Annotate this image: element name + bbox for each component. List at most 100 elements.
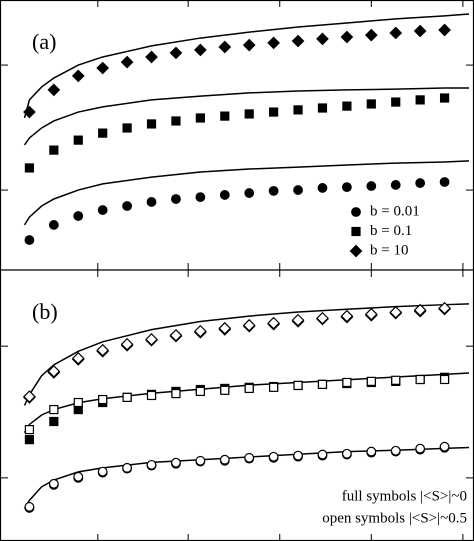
point	[391, 97, 401, 107]
point	[171, 194, 181, 204]
point	[242, 38, 256, 52]
point	[96, 61, 110, 75]
point	[195, 192, 206, 203]
point	[145, 50, 158, 64]
point	[291, 313, 305, 327]
point	[23, 390, 36, 403]
point	[390, 180, 401, 190]
point	[49, 404, 59, 415]
point	[120, 55, 134, 69]
point	[269, 382, 279, 392]
point	[122, 392, 132, 402]
point	[219, 190, 230, 200]
point	[364, 28, 378, 42]
point	[439, 441, 450, 452]
point	[194, 43, 207, 57]
annotation: full symbols |<S>|~0	[342, 488, 467, 504]
point	[317, 103, 328, 113]
point	[366, 99, 376, 109]
point	[341, 448, 352, 459]
point	[340, 30, 354, 44]
point	[415, 178, 426, 188]
legend-label: b = 0.1	[370, 223, 412, 239]
point	[269, 107, 279, 117]
point	[438, 23, 451, 37]
point	[242, 318, 256, 332]
point	[413, 24, 427, 38]
point	[366, 376, 376, 386]
point	[171, 116, 181, 126]
point	[24, 163, 35, 173]
point	[389, 26, 403, 40]
point	[73, 135, 83, 145]
theory-curve	[23, 13, 470, 119]
point	[146, 197, 157, 207]
point	[267, 316, 280, 330]
point	[73, 471, 84, 482]
point	[218, 40, 232, 54]
point	[220, 111, 230, 121]
point	[219, 454, 230, 465]
point	[47, 83, 61, 97]
point	[244, 188, 255, 198]
point	[390, 445, 401, 456]
legend-marker	[349, 244, 363, 258]
point	[413, 303, 427, 317]
theory-curve	[23, 160, 470, 226]
point	[415, 374, 425, 385]
point	[145, 333, 158, 346]
point	[146, 459, 157, 470]
point	[316, 32, 329, 46]
point	[49, 416, 59, 427]
point	[73, 397, 83, 408]
point	[122, 201, 133, 211]
point	[244, 452, 255, 463]
point	[268, 451, 279, 462]
point	[366, 181, 377, 191]
legend-label: b = 10	[370, 242, 408, 258]
point	[48, 220, 59, 230]
point	[244, 383, 254, 394]
point	[291, 34, 305, 48]
point	[415, 443, 426, 454]
point	[171, 388, 181, 399]
point	[293, 185, 303, 195]
point	[364, 307, 378, 321]
theory-curve	[23, 303, 470, 406]
panel-label: (a)	[32, 29, 56, 54]
point	[293, 105, 303, 115]
point	[48, 478, 59, 489]
point	[267, 36, 280, 50]
point	[96, 343, 110, 357]
point	[218, 321, 232, 335]
point	[391, 375, 401, 385]
point	[317, 379, 328, 389]
point	[23, 105, 36, 119]
point	[120, 337, 134, 351]
point	[98, 128, 108, 138]
point	[439, 177, 450, 187]
point	[24, 235, 35, 245]
point	[195, 386, 205, 397]
legend-marker	[351, 207, 361, 217]
point	[24, 425, 35, 435]
point	[169, 328, 183, 342]
point	[169, 46, 183, 60]
point	[366, 446, 377, 457]
point	[171, 457, 181, 468]
panel-label: (b)	[32, 299, 58, 324]
point	[244, 109, 254, 119]
point	[317, 449, 328, 460]
point	[340, 309, 354, 323]
point	[439, 93, 450, 103]
point	[71, 69, 85, 83]
point	[415, 95, 425, 105]
point	[220, 385, 230, 395]
point	[122, 462, 133, 473]
point	[317, 183, 328, 193]
point	[342, 101, 352, 111]
point	[389, 305, 403, 319]
point	[71, 351, 85, 365]
point	[438, 301, 451, 315]
theory-curve	[23, 87, 469, 146]
